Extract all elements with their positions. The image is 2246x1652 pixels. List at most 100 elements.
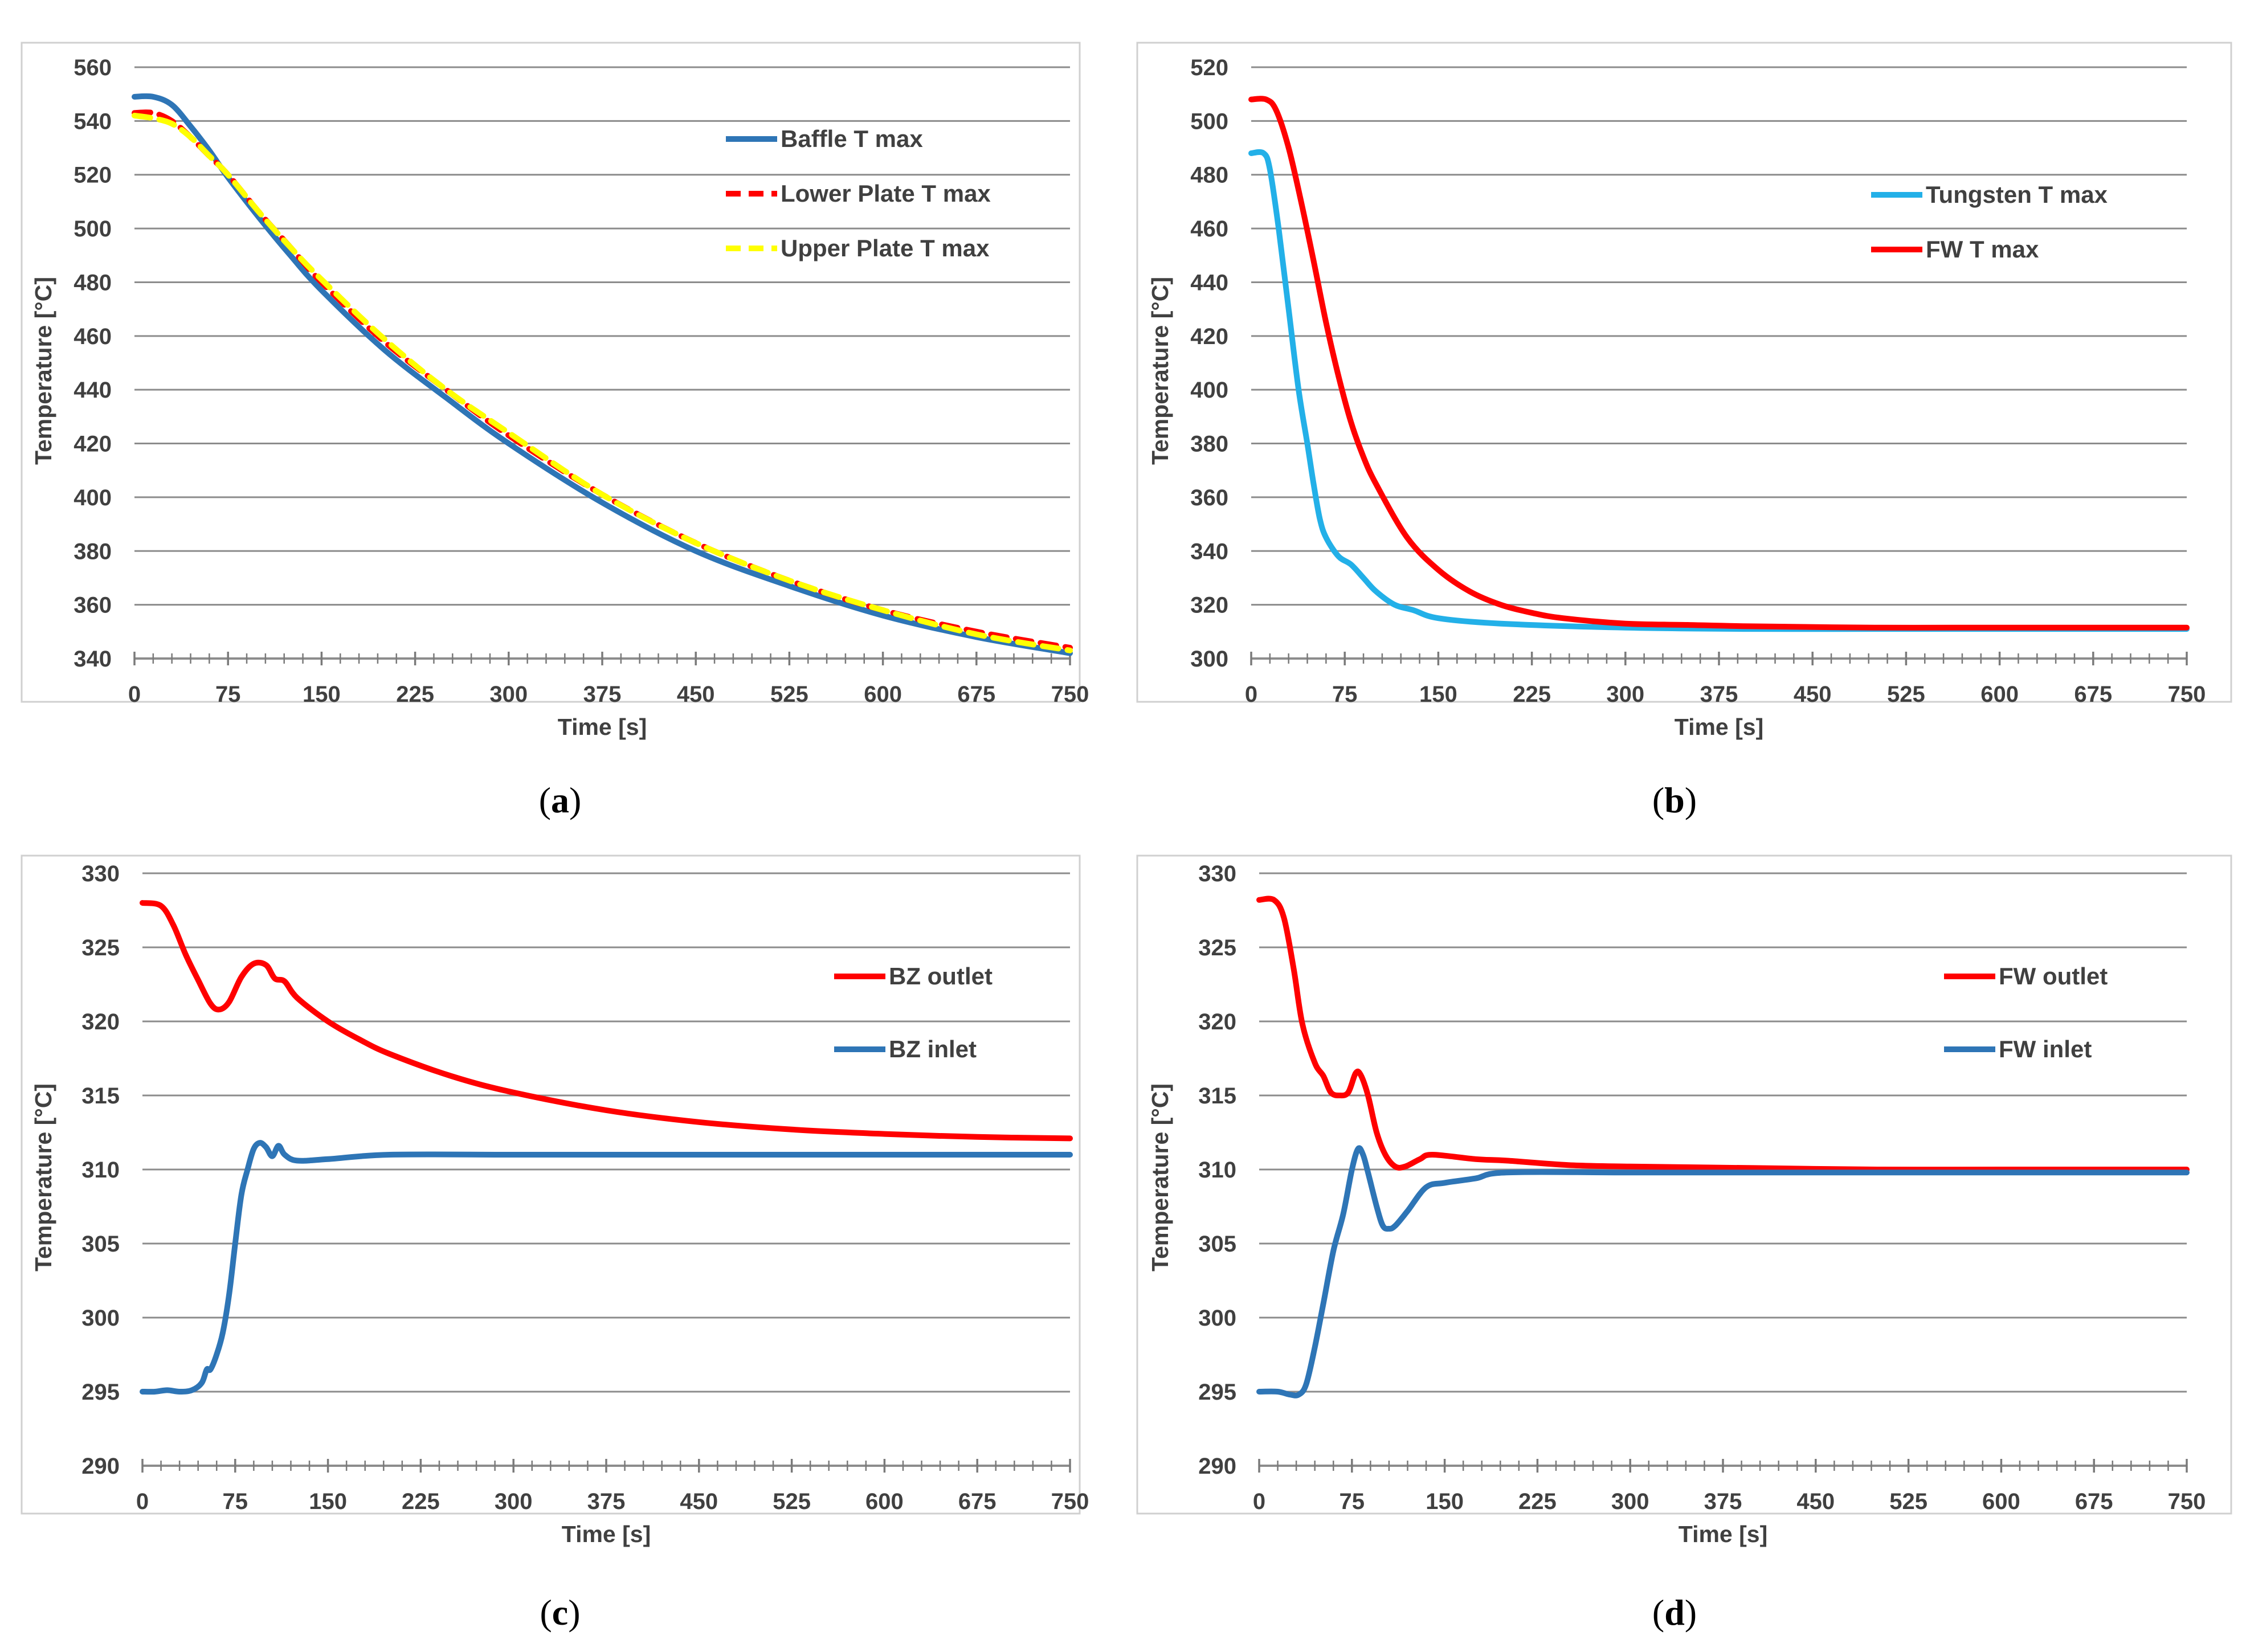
x-tick-label: 0 <box>136 1489 149 1514</box>
y-tick-label: 320 <box>1198 1009 1236 1034</box>
y-tick-label: 320 <box>1190 593 1228 618</box>
series-line-bz-outlet <box>140 900 1073 1142</box>
x-tick-label: 300 <box>1611 1489 1649 1514</box>
y-tick-label: 295 <box>1198 1380 1236 1405</box>
x-tick-label: 300 <box>489 682 528 707</box>
x-tick-label: 375 <box>1700 682 1738 707</box>
panel-caption: (c) <box>540 1592 580 1633</box>
y-axis-title: Temperature [°C] <box>1147 1083 1173 1271</box>
x-tick-label: 600 <box>1980 682 2019 707</box>
x-tick-label: 75 <box>223 1489 248 1514</box>
x-tick-label: 0 <box>128 682 141 707</box>
x-tick-label: 375 <box>587 1489 626 1514</box>
x-tick-label: 75 <box>1340 1489 1365 1514</box>
panel-frame <box>21 854 1081 1515</box>
y-axis-title: Temperature [°C] <box>1147 277 1173 465</box>
x-tick-label: 0 <box>1253 1489 1265 1514</box>
y-tick-label: 290 <box>81 1454 120 1479</box>
x-axis-title: Time [s] <box>558 714 647 740</box>
y-tick-label: 310 <box>81 1158 120 1183</box>
x-tick-label: 300 <box>1606 682 1644 707</box>
legend-label: Tungsten T max <box>1926 181 2108 208</box>
caption-paren: ( <box>1652 780 1664 820</box>
x-tick-label: 675 <box>2075 1489 2113 1514</box>
series-line-fw-inlet <box>1256 1145 2190 1399</box>
series-line-upper-plate-t-max <box>132 112 1073 653</box>
y-tick-label: 305 <box>81 1232 120 1257</box>
x-tick-label: 75 <box>215 682 241 707</box>
x-tick-label: 750 <box>2168 682 2206 707</box>
caption-paren: ( <box>540 1592 552 1633</box>
panel-caption: (a) <box>539 780 582 820</box>
x-tick-label: 150 <box>303 682 341 707</box>
x-tick-label: 675 <box>958 1489 997 1514</box>
series-line-fw-outlet <box>1256 895 2190 1173</box>
chart-panel-c: 0 75 150 225 300 375 450 525 600 675 750 290 295 300 3… <box>21 854 1089 1633</box>
y-tick-label: 440 <box>1190 270 1228 295</box>
y-tick-label: 305 <box>1198 1232 1236 1257</box>
x-tick-label: 375 <box>583 682 622 707</box>
caption-paren: ( <box>1652 1592 1664 1633</box>
x-tick-label: 600 <box>1982 1489 2020 1514</box>
series-line-bz-inlet <box>140 1140 1073 1395</box>
y-tick-label: 520 <box>73 163 112 188</box>
y-tick-label: 400 <box>73 485 112 510</box>
y-tick-label: 290 <box>1198 1454 1236 1479</box>
x-tick-label: 525 <box>773 1489 811 1514</box>
y-tick-label: 330 <box>81 861 120 886</box>
x-tick-label: 75 <box>1332 682 1358 707</box>
y-tick-label: 315 <box>81 1083 120 1109</box>
x-tick-label: 225 <box>402 1489 440 1514</box>
x-tick-label: 675 <box>2074 682 2112 707</box>
legend: Tungsten T max FW T max <box>1871 181 2108 263</box>
caption-letter: d <box>1664 1592 1685 1633</box>
x-tick-label: 150 <box>1419 682 1457 707</box>
chart-panel-d: 0 75 150 225 300 375 450 525 600 675 750 290 295 300 3… <box>1136 854 2232 1633</box>
legend-label: Upper Plate T max <box>781 235 990 261</box>
y-tick-label: 460 <box>1190 216 1228 242</box>
x-tick-label: 750 <box>1051 682 1089 707</box>
x-tick-label: 225 <box>396 682 434 707</box>
y-tick-label: 300 <box>1190 647 1228 672</box>
legend-label: Baffle T max <box>781 125 923 152</box>
panel-frame <box>1136 854 2232 1515</box>
y-tick-label: 520 <box>1190 55 1228 80</box>
y-tick-label: 300 <box>81 1306 120 1331</box>
legend-label: Lower Plate T max <box>781 180 991 207</box>
x-tick-label: 450 <box>680 1489 718 1514</box>
caption-letter: a <box>551 780 569 820</box>
y-tick-label: 320 <box>81 1009 120 1034</box>
y-axis-title: Temperature [°C] <box>30 277 56 465</box>
y-tick-label: 400 <box>1190 378 1228 403</box>
caption-letter: b <box>1664 780 1685 820</box>
panel-frame <box>1136 42 2232 703</box>
y-tick-label: 480 <box>1190 163 1228 188</box>
caption-paren: ) <box>568 1592 580 1633</box>
caption-paren: ) <box>1685 780 1697 820</box>
chart-panel-b: 0 75 150 225 300 375 450 525 600 675 750 300 320 340 3… <box>1136 42 2232 820</box>
x-tick-label: 0 <box>1245 682 1257 707</box>
panel-frame <box>21 42 1081 703</box>
legend: FW outlet FW inlet <box>1944 963 2108 1062</box>
legend-label: FW inlet <box>1999 1036 2092 1062</box>
x-tick-label: 450 <box>1796 1489 1835 1514</box>
y-tick-label: 540 <box>73 109 112 134</box>
legend: Baffle T max Lower Plate T max Upper Plate… <box>726 125 991 261</box>
y-tick-label: 500 <box>73 216 112 242</box>
legend-label: FW outlet <box>1999 963 2108 989</box>
x-axis-title: Time [s] <box>1679 1521 1767 1547</box>
y-tick-label: 500 <box>1190 109 1228 134</box>
y-tick-label: 380 <box>73 539 112 564</box>
x-axis-title: Time [s] <box>1675 714 1763 740</box>
y-tick-label: 360 <box>73 593 112 618</box>
caption-paren: ) <box>1685 1592 1697 1633</box>
x-tick-label: 225 <box>1518 1489 1557 1514</box>
y-tick-label: 380 <box>1190 432 1228 457</box>
x-tick-label: 150 <box>1426 1489 1464 1514</box>
x-tick-label: 150 <box>309 1489 347 1514</box>
x-tick-label: 450 <box>1794 682 1832 707</box>
x-tick-label: 600 <box>865 1489 904 1514</box>
panel-caption: (d) <box>1652 1592 1697 1633</box>
y-tick-label: 295 <box>81 1380 120 1405</box>
